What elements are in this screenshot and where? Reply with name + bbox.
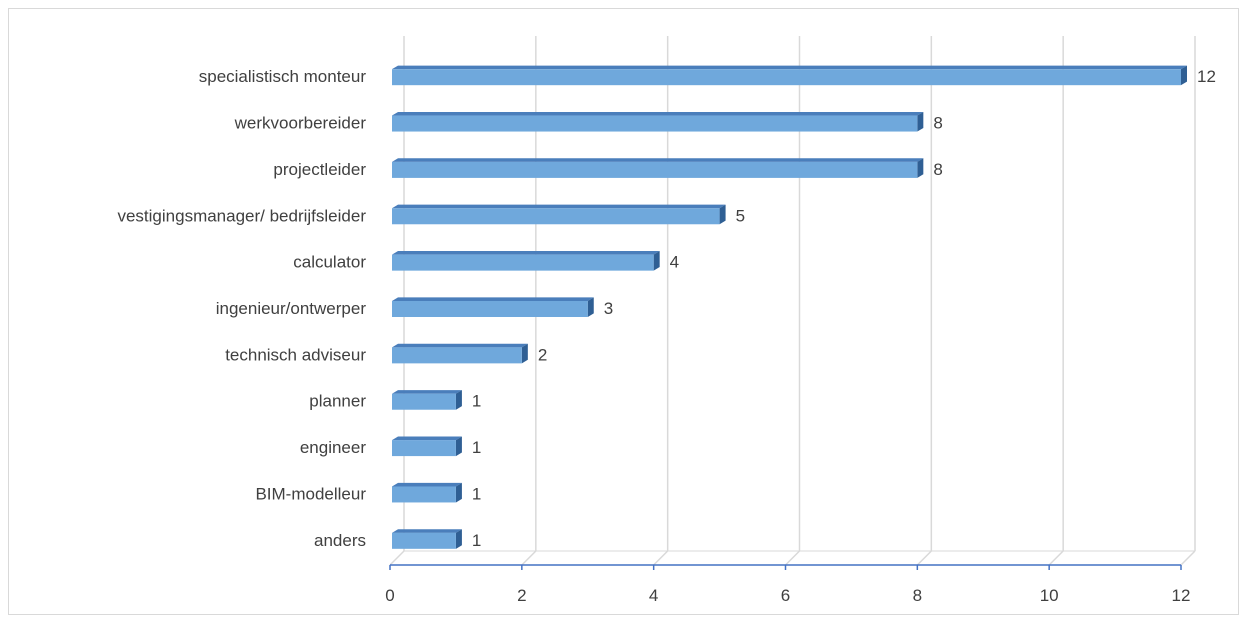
category-label: specialistisch monteur — [199, 67, 367, 86]
bar — [392, 111, 924, 132]
chart-frame — [8, 8, 1239, 615]
x-tick-label: 12 — [1172, 586, 1191, 605]
category-label: BIM-modelleur — [255, 484, 366, 503]
category-label: planner — [309, 392, 366, 411]
bar — [392, 204, 726, 225]
bar — [392, 482, 462, 503]
data-label: 1 — [472, 392, 481, 411]
data-labels: 12 8 8 5 4 3 2 1 1 1 1 — [472, 67, 1216, 550]
category-label: engineer — [300, 438, 367, 457]
data-label: 2 — [538, 345, 547, 364]
data-label: 8 — [933, 160, 942, 179]
x-tick-label: 0 — [385, 586, 394, 605]
gridline — [1180, 36, 1196, 566]
x-tick-label: 2 — [517, 586, 526, 605]
x-tick-label: 10 — [1040, 586, 1059, 605]
gridline — [1048, 36, 1064, 566]
bar — [392, 343, 528, 364]
category-label: technisch adviseur — [225, 345, 366, 364]
category-label: anders — [314, 531, 366, 550]
x-tick-label: 6 — [781, 586, 790, 605]
data-label: 1 — [472, 531, 481, 550]
bar — [392, 297, 594, 317]
bar — [392, 529, 462, 549]
gridline — [916, 36, 933, 566]
bar — [392, 390, 462, 410]
bar — [392, 65, 1187, 86]
x-axis: 0 2 4 6 8 10 12 — [385, 564, 1191, 605]
bars — [392, 65, 1187, 549]
category-label: ingenieur/ontwerper — [216, 299, 367, 318]
data-label: 12 — [1197, 67, 1216, 86]
data-label: 4 — [670, 253, 679, 272]
x-tick-label: 8 — [913, 586, 922, 605]
bar — [392, 251, 660, 271]
x-tick-label: 4 — [649, 586, 658, 605]
data-label: 5 — [736, 206, 745, 225]
category-label: projectleider — [273, 160, 366, 179]
category-label: vestigingsmanager/ bedrijfsleider — [117, 206, 366, 225]
data-label: 3 — [604, 299, 613, 318]
data-label: 1 — [472, 484, 481, 503]
bar — [392, 158, 924, 178]
category-label: calculator — [293, 253, 366, 272]
category-label: werkvoorbereider — [234, 114, 367, 133]
category-labels: specialistisch monteur werkvoorbereider pr… — [117, 67, 366, 550]
bar — [392, 436, 462, 457]
data-label: 1 — [472, 438, 481, 457]
data-label: 8 — [933, 114, 942, 133]
